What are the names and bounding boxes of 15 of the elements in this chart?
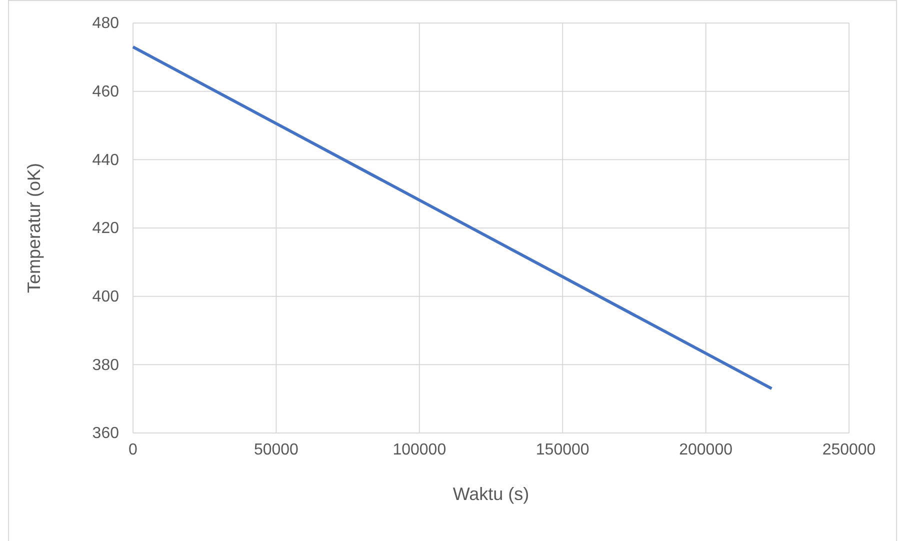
y-tick-label: 480 bbox=[92, 15, 120, 32]
y-axis-title: Temperatur (oK) bbox=[24, 162, 44, 294]
x-axis-title: Waktu (s) bbox=[452, 484, 530, 504]
y-tick-label: 400 bbox=[92, 288, 120, 306]
y-tick-label: 420 bbox=[92, 220, 120, 238]
x-tick-label: 250000 bbox=[822, 441, 876, 458]
x-tick-label: 100000 bbox=[392, 441, 446, 458]
x-tick-label: 0 bbox=[128, 441, 138, 458]
y-tick-label: 360 bbox=[92, 425, 120, 442]
y-tick-label: 380 bbox=[92, 356, 120, 374]
x-tick-label: 200000 bbox=[679, 441, 733, 458]
x-tick-label: 150000 bbox=[536, 441, 590, 458]
x-tick-label: 50000 bbox=[254, 441, 299, 458]
y-tick-label: 460 bbox=[92, 83, 120, 100]
y-tick-label: 440 bbox=[92, 152, 120, 169]
